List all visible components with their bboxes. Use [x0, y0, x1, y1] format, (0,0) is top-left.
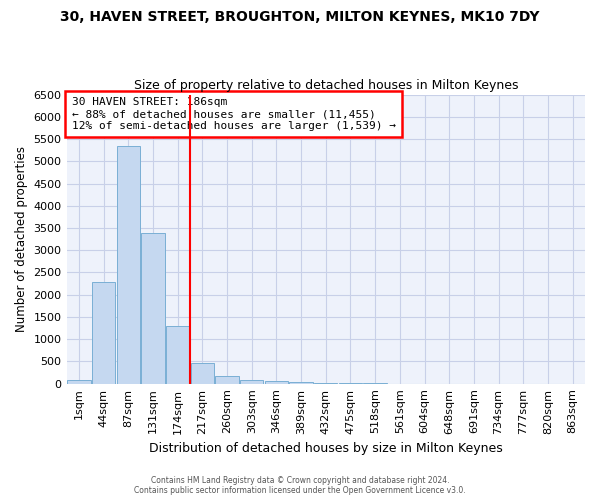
Title: Size of property relative to detached houses in Milton Keynes: Size of property relative to detached ho… — [134, 79, 518, 92]
Bar — [314, 383, 337, 384]
X-axis label: Distribution of detached houses by size in Milton Keynes: Distribution of detached houses by size … — [149, 442, 503, 455]
Bar — [116, 146, 140, 384]
Bar — [166, 326, 190, 384]
Text: 30, HAVEN STREET, BROUGHTON, MILTON KEYNES, MK10 7DY: 30, HAVEN STREET, BROUGHTON, MILTON KEYN… — [60, 10, 540, 24]
Bar — [289, 382, 313, 384]
Bar — [265, 381, 288, 384]
Bar — [191, 362, 214, 384]
Y-axis label: Number of detached properties: Number of detached properties — [15, 146, 28, 332]
Text: 30 HAVEN STREET: 186sqm
← 88% of detached houses are smaller (11,455)
12% of sem: 30 HAVEN STREET: 186sqm ← 88% of detache… — [72, 98, 396, 130]
Bar — [67, 380, 91, 384]
Text: Contains HM Land Registry data © Crown copyright and database right 2024.
Contai: Contains HM Land Registry data © Crown c… — [134, 476, 466, 495]
Bar — [215, 376, 239, 384]
Bar — [141, 234, 164, 384]
Bar — [240, 380, 263, 384]
Bar — [92, 282, 115, 384]
